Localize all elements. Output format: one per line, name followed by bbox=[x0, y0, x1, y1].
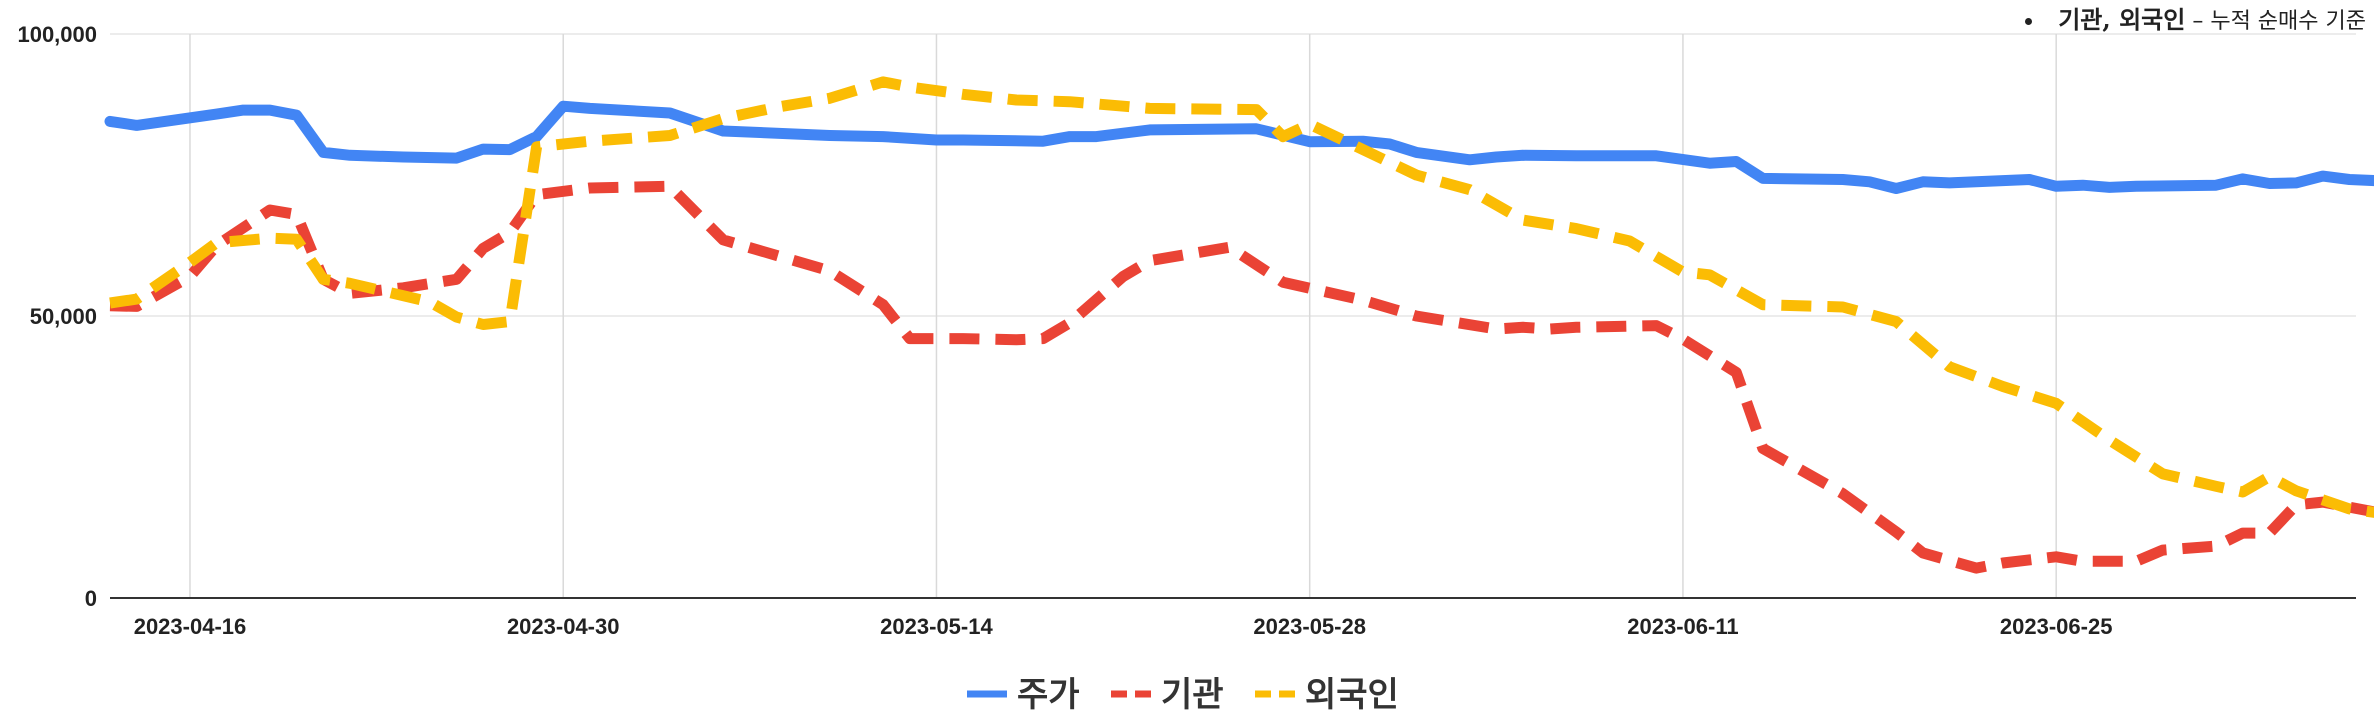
legend-item-3: 외국인 bbox=[1255, 675, 1399, 712]
x-tick-label: 2023-04-30 bbox=[507, 614, 620, 639]
series-line-1 bbox=[104, 100, 2374, 194]
annotation-rest: – 누적 순매수 기준 bbox=[2185, 9, 2366, 34]
x-axis-ticks: 2023-04-16 2023-04-30 2023-05-14 2023-05-28… bbox=[134, 614, 2113, 639]
series-line-2 bbox=[109, 180, 2374, 574]
annotation-note: 기관, 외국인 – 누적 순매수 기준 bbox=[2025, 0, 2366, 35]
annotation-bold: 기관, 외국인 bbox=[2058, 5, 2186, 34]
x-tick-label: 2023-05-14 bbox=[880, 614, 993, 639]
legend-label: 주가 bbox=[1017, 675, 1080, 712]
y-tick-label: 0 bbox=[85, 586, 97, 611]
x-tick-label: 2023-05-28 bbox=[1253, 614, 1366, 639]
legend: 주가 기관 외국인 bbox=[967, 675, 1399, 712]
legend-label: 외국인 bbox=[1305, 675, 1399, 712]
x-tick-label: 2023-04-16 bbox=[134, 614, 247, 639]
y-axis-ticks: 0 50,000 100,000 bbox=[17, 22, 97, 611]
legend-label: 기관 bbox=[1161, 675, 1224, 712]
legend-item-1: 주가 bbox=[967, 675, 1080, 712]
x-tick-label: 2023-06-11 bbox=[1627, 614, 1738, 639]
series-line-3 bbox=[109, 76, 2374, 518]
y-tick-label: 100,000 bbox=[17, 22, 97, 47]
grid bbox=[110, 33, 2356, 599]
x-tick-label: 2023-06-25 bbox=[2000, 614, 2113, 639]
series-lines bbox=[104, 76, 2374, 574]
legend-item-2: 기관 bbox=[1111, 675, 1224, 712]
bullet-icon bbox=[2025, 18, 2033, 25]
y-tick-label: 50,000 bbox=[30, 304, 97, 329]
